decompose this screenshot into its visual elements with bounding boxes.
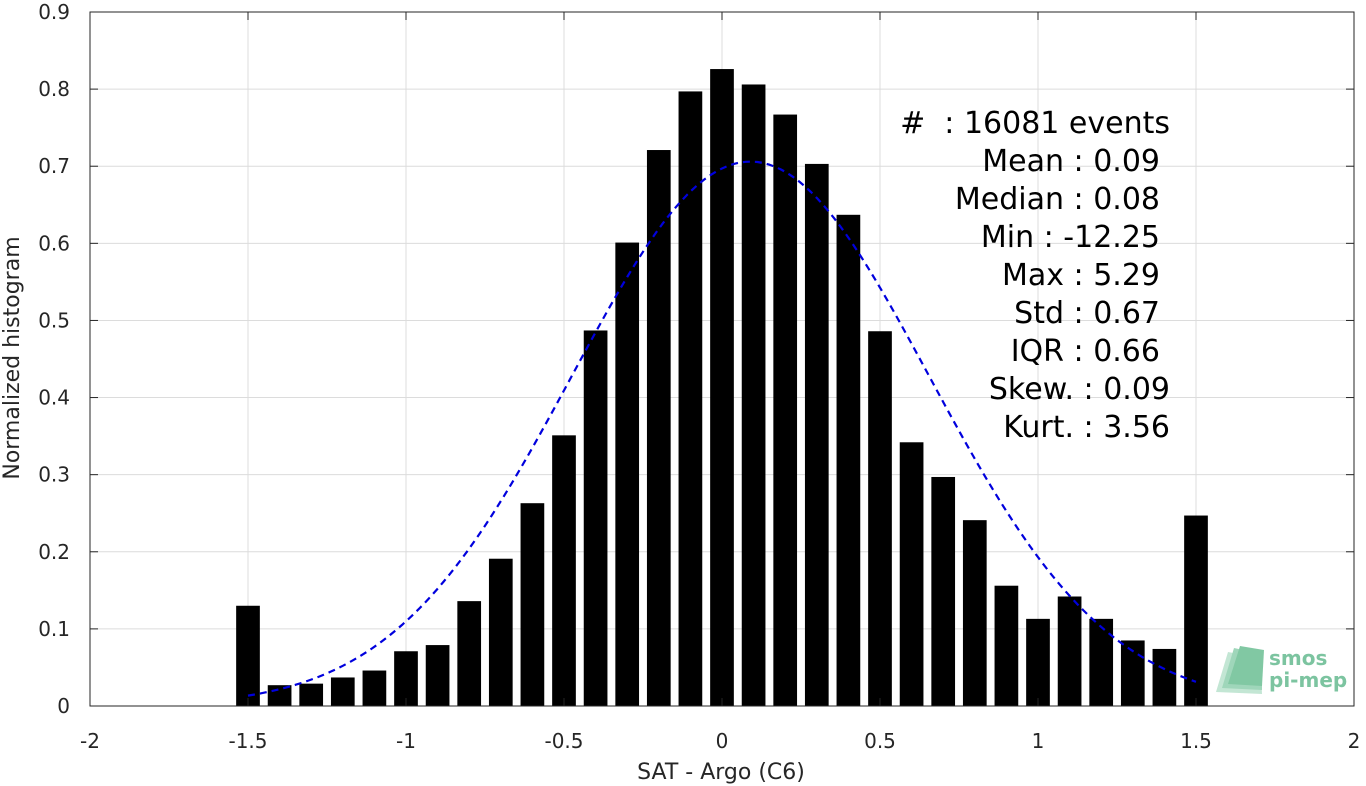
histogram-bar xyxy=(488,558,513,706)
x-tick-label: 0.5 xyxy=(864,729,896,753)
histogram-bar xyxy=(1057,596,1082,706)
stat-min: Min : -12.25 xyxy=(981,220,1160,255)
stat-iqr: IQR : 0.66 xyxy=(1011,334,1160,369)
histogram-bar xyxy=(773,114,798,706)
histogram-bar xyxy=(425,645,450,706)
histogram-bar xyxy=(1152,648,1177,706)
histogram-bar xyxy=(362,670,387,706)
stat-kurt: Kurt. : 3.56 xyxy=(1003,410,1170,445)
histogram-bar xyxy=(962,520,987,706)
stat-events: # : 16081 events xyxy=(900,106,1170,141)
histogram-bar xyxy=(267,685,292,706)
stat-skew: Skew. : 0.09 xyxy=(989,372,1170,407)
x-tick-label: -0.5 xyxy=(544,729,583,753)
y-tick-label: 0.3 xyxy=(38,463,70,487)
y-tick-label: 0.2 xyxy=(38,540,70,564)
logo-text-smos: smos xyxy=(1269,646,1327,670)
histogram-bar xyxy=(583,330,608,706)
histogram-bar xyxy=(836,214,861,707)
histogram-bar xyxy=(1184,515,1208,706)
histogram-bar xyxy=(394,651,418,706)
histogram-bar xyxy=(994,585,1019,706)
y-tick-label: 0.5 xyxy=(38,308,70,332)
histogram-bar xyxy=(520,503,545,706)
histogram-bar xyxy=(330,677,355,706)
stat-median: Median : 0.08 xyxy=(955,182,1160,217)
histogram-bar xyxy=(804,163,829,706)
y-tick-label: 0.1 xyxy=(38,617,70,641)
histogram-bar xyxy=(868,331,892,706)
histogram-bar xyxy=(646,150,671,706)
smos-pimep-logo: smos pi-mep xyxy=(1216,646,1347,694)
histogram-bar xyxy=(615,242,640,706)
histogram-bar xyxy=(1089,618,1114,706)
histogram-bar xyxy=(552,435,576,706)
statistics-annotation: # : 16081 events Mean : 0.09 Median : 0.… xyxy=(900,106,1170,445)
x-tick-label: 1.5 xyxy=(1180,729,1212,753)
x-axis-label: SAT - Argo (C6) xyxy=(637,760,805,785)
histogram-bar xyxy=(1120,640,1145,706)
y-tick-label: 0.8 xyxy=(38,77,70,101)
y-tick-label: 0.7 xyxy=(38,154,70,178)
y-tick-label: 0.6 xyxy=(38,231,70,255)
histogram-bars xyxy=(236,69,1208,707)
logo-text-pimep: pi-mep xyxy=(1269,668,1347,692)
histogram-bar xyxy=(1026,618,1050,706)
y-tick-label: 0.9 xyxy=(38,0,70,24)
y-axis-label: Normalized histogram xyxy=(0,236,25,479)
gaussian-fit-curve xyxy=(247,160,1197,697)
histogram-bar xyxy=(236,605,260,706)
histogram-bar xyxy=(931,476,956,706)
stat-mean: Mean : 0.09 xyxy=(982,144,1160,179)
y-tick-label: 0 xyxy=(57,694,70,718)
stat-std: Std : 0.67 xyxy=(1014,296,1160,331)
histogram-bar xyxy=(899,442,924,706)
x-tick-label: -1 xyxy=(396,729,416,753)
stat-max: Max : 5.29 xyxy=(1002,258,1160,293)
x-axis-ticks: -2 -1.5 -1 -0.5 0 0.5 1 1.5 2 xyxy=(80,12,1360,753)
x-tick-label: 0 xyxy=(716,729,729,753)
logo-mark-icon xyxy=(1216,646,1264,694)
histogram-bar xyxy=(678,91,703,707)
x-tick-label: 2 xyxy=(1348,729,1361,753)
y-tick-label: 0.4 xyxy=(38,386,70,410)
x-tick-label: -1.5 xyxy=(228,729,267,753)
x-tick-label: 1 xyxy=(1032,729,1045,753)
histogram-bar xyxy=(710,69,734,706)
y-axis-ticks: 0 0.1 0.2 0.3 0.4 0.5 0.6 0.7 0.8 0.9 xyxy=(38,0,1354,718)
histogram-bar xyxy=(741,84,766,707)
histogram-bar xyxy=(457,601,482,706)
x-tick-label: -2 xyxy=(80,729,100,753)
histogram-bar xyxy=(299,683,324,706)
